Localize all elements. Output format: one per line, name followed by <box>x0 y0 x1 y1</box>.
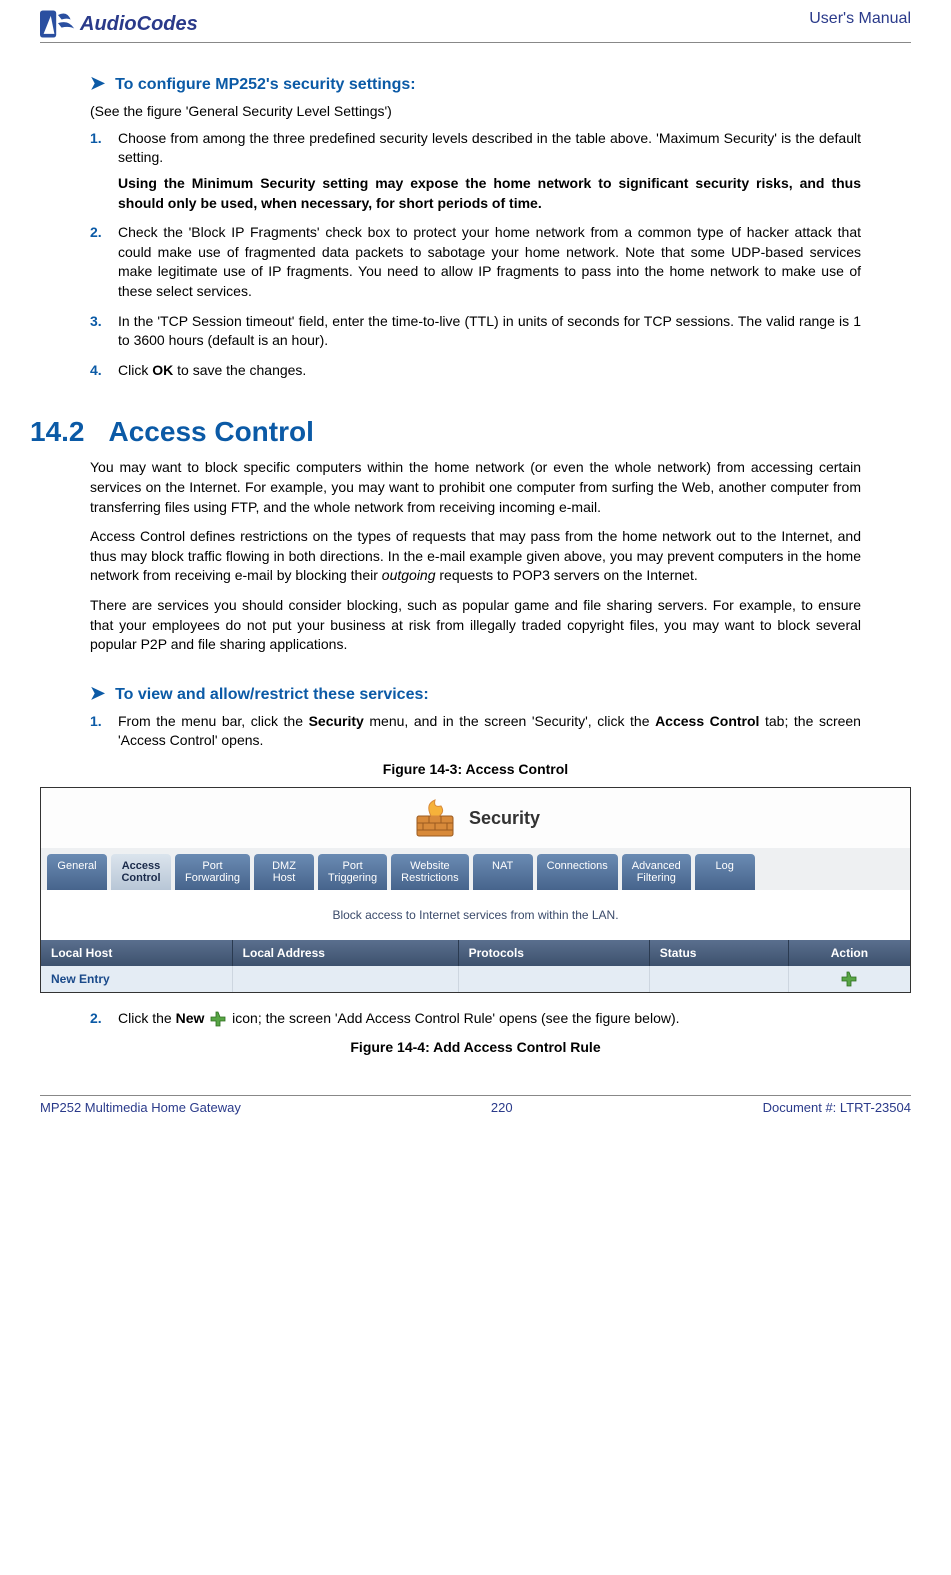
empty-cell <box>232 966 458 992</box>
step-text: Check the 'Block IP Fragments' check box… <box>118 224 861 299</box>
step-text: Choose from among the three predefined s… <box>118 130 861 166</box>
plus-icon <box>210 1011 226 1027</box>
t: From the menu bar, click the <box>118 713 309 729</box>
step-note: Using the Minimum Security setting may e… <box>118 174 861 213</box>
task1-step-2: Check the 'Block IP Fragments' check box… <box>90 223 861 301</box>
task2-heading-text: To view and allow/restrict these service… <box>115 686 429 703</box>
task1-step-4: Click OK to save the changes. <box>90 361 861 381</box>
figure-caption-1: Figure 14-3: Access Control <box>90 761 861 777</box>
logo: AudioCodes <box>40 10 198 38</box>
tab-accesscontrol[interactable]: AccessControl <box>111 854 171 890</box>
task1-heading: ➤ To configure MP252's security settings: <box>90 73 861 94</box>
screenshot-hint: Block access to Internet services from w… <box>41 890 910 940</box>
footer-right: Document #: LTRT-23504 <box>763 1100 911 1115</box>
tab-advancedfiltering[interactable]: AdvancedFiltering <box>622 854 691 890</box>
task1-step-1: Choose from among the three predefined s… <box>90 129 861 213</box>
screenshot-header: Security <box>41 788 910 848</box>
access-control-table: Local HostLocal AddressProtocolsStatusAc… <box>41 940 910 992</box>
section-title: Access Control <box>109 416 314 448</box>
tab-nat[interactable]: NAT <box>473 854 533 890</box>
step-text: In the 'TCP Session timeout' field, ente… <box>118 313 861 349</box>
col-local-address: Local Address <box>232 940 458 966</box>
arrow-icon: ➤ <box>90 683 105 704</box>
table-header-row: Local HostLocal AddressProtocolsStatusAc… <box>41 940 910 966</box>
col-protocols: Protocols <box>458 940 649 966</box>
t: Security <box>309 713 364 729</box>
tab-dmzhost[interactable]: DMZHost <box>254 854 314 890</box>
table-row: New Entry <box>41 966 910 992</box>
col-action: Action <box>788 940 910 966</box>
page-header: AudioCodes User's Manual <box>40 10 911 43</box>
content3: Click the New icon; the screen 'Add Acce… <box>40 1009 911 1055</box>
action-cell[interactable] <box>788 966 910 992</box>
logo-icon <box>40 10 76 38</box>
section-para-1: You may want to block specific computers… <box>90 458 861 517</box>
tab-connections[interactable]: Connections <box>537 854 618 890</box>
footer-center: 220 <box>491 1100 513 1115</box>
para-tail: requests to POP3 servers on the Internet… <box>436 567 698 583</box>
tab-general[interactable]: General <box>47 854 107 890</box>
task1-steps: Choose from among the three predefined s… <box>90 129 861 381</box>
header-right-text: User's Manual <box>809 10 911 28</box>
figure-caption-2: Figure 14-4: Add Access Control Rule <box>90 1039 861 1055</box>
task1-step-3: In the 'TCP Session timeout' field, ente… <box>90 312 861 351</box>
col-status: Status <box>649 940 788 966</box>
step-text-pre: Click <box>118 362 152 378</box>
tab-porttriggering[interactable]: PortTriggering <box>318 854 387 890</box>
new-entry-cell[interactable]: New Entry <box>41 966 232 992</box>
t: icon; the screen 'Add Access Control Rul… <box>232 1010 679 1026</box>
t: Access Control <box>655 713 759 729</box>
tab-portforwarding[interactable]: PortForwarding <box>175 854 250 890</box>
step-text-bold: OK <box>152 362 173 378</box>
section-para-2: Access Control defines restrictions on t… <box>90 527 861 586</box>
section-number: 14.2 <box>30 416 85 448</box>
task2-steps: From the menu bar, click the Security me… <box>90 712 861 751</box>
arrow-icon: ➤ <box>90 73 105 94</box>
content2: Security GeneralAccessControlPortForward… <box>40 787 911 993</box>
task2-heading: ➤ To view and allow/restrict these servic… <box>90 683 861 704</box>
tab-bar: GeneralAccessControlPortForwardingDMZHos… <box>41 848 910 890</box>
plus-icon[interactable] <box>841 971 857 987</box>
step-text-post: to save the changes. <box>173 362 306 378</box>
task1-heading-text: To configure MP252's security settings: <box>115 76 415 93</box>
section-heading: 14.2 Access Control <box>30 416 861 448</box>
para-italic: outgoing <box>382 567 436 583</box>
empty-cell <box>649 966 788 992</box>
tab-log[interactable]: Log <box>695 854 755 890</box>
firewall-icon <box>411 798 459 840</box>
task2-step-1: From the menu bar, click the Security me… <box>90 712 861 751</box>
t: Click the <box>118 1010 176 1026</box>
logo-text: AudioCodes <box>80 13 198 36</box>
footer-left: MP252 Multimedia Home Gateway <box>40 1100 241 1115</box>
screenshot-access-control: Security GeneralAccessControlPortForward… <box>40 787 911 993</box>
tab-websiterestrictions[interactable]: WebsiteRestrictions <box>391 854 468 890</box>
task2-steps-cont: Click the New icon; the screen 'Add Acce… <box>90 1009 861 1029</box>
section-para-3: There are services you should consider b… <box>90 596 861 655</box>
t: menu, and in the screen 'Security', clic… <box>364 713 655 729</box>
task2-step-2: Click the New icon; the screen 'Add Acce… <box>90 1009 861 1029</box>
t: New <box>176 1010 205 1026</box>
task1-subline: (See the figure 'General Security Level … <box>90 102 861 121</box>
empty-cell <box>458 966 649 992</box>
content: ➤ To configure MP252's security settings:… <box>40 73 911 777</box>
page-footer: MP252 Multimedia Home Gateway 220 Docume… <box>40 1095 911 1115</box>
screenshot-title: Security <box>469 808 540 829</box>
col-local-host: Local Host <box>41 940 232 966</box>
